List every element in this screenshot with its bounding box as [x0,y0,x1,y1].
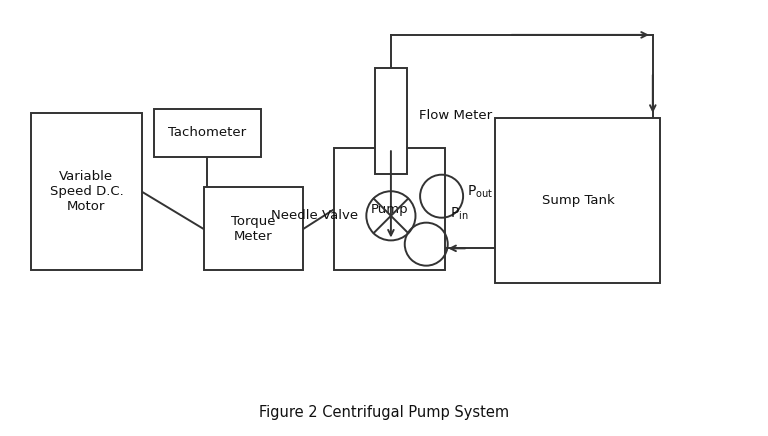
Text: P$_{\mathregular{out}}$: P$_{\mathregular{out}}$ [467,184,493,201]
Text: Torque
Meter: Torque Meter [231,215,276,243]
Text: Pump: Pump [371,203,409,216]
Text: Figure 2 Centrifugal Pump System: Figure 2 Centrifugal Pump System [259,405,509,419]
Text: Variable
Speed D.C.
Motor: Variable Speed D.C. Motor [49,170,124,213]
Bar [154,109,261,157]
Bar [495,118,660,283]
Text: Tachometer: Tachometer [168,126,247,140]
Text: Needle Valve: Needle Valve [271,209,359,222]
Bar [204,187,303,270]
Text: P$_{\mathregular{in}}$: P$_{\mathregular{in}}$ [450,205,468,221]
Text: Flow Meter: Flow Meter [419,109,492,123]
Bar [334,148,445,270]
Bar [375,68,407,174]
Bar [31,113,142,270]
Text: Sump Tank: Sump Tank [541,194,614,207]
